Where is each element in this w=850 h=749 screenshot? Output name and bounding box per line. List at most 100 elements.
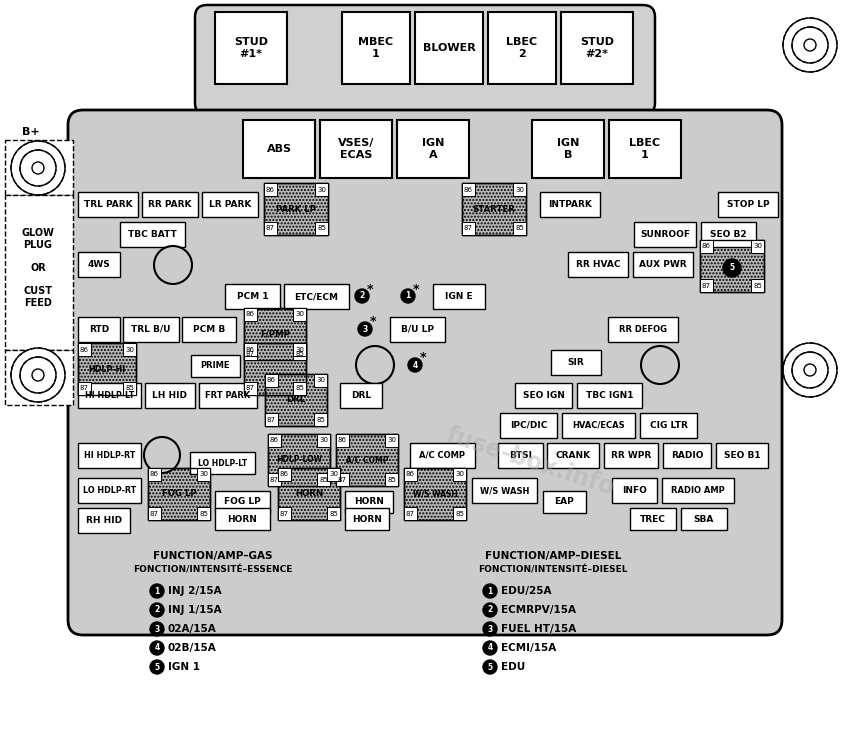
Text: 30: 30	[317, 187, 326, 192]
Bar	[314, 374, 327, 387]
Text: FOG LP: FOG LP	[224, 497, 261, 506]
Bar	[225, 284, 280, 309]
Circle shape	[792, 27, 828, 63]
Bar	[397, 120, 469, 178]
Circle shape	[150, 641, 164, 655]
Bar	[577, 383, 642, 408]
Text: IGN
B: IGN B	[557, 139, 579, 160]
Bar	[78, 382, 91, 395]
Bar	[78, 192, 138, 217]
Text: *: *	[420, 351, 426, 365]
Text: DRL: DRL	[286, 395, 305, 404]
Text: 5: 5	[729, 264, 734, 273]
Bar	[609, 120, 681, 178]
Bar	[633, 252, 693, 277]
Circle shape	[150, 603, 164, 617]
Bar	[78, 383, 141, 408]
Text: LH HID: LH HID	[152, 391, 188, 400]
Bar	[385, 434, 398, 447]
Text: fuse-box.info: fuse-box.info	[443, 422, 617, 500]
Bar	[191, 355, 240, 377]
Circle shape	[150, 622, 164, 636]
Bar	[244, 343, 257, 356]
Text: TBC BATT: TBC BATT	[128, 230, 177, 239]
Circle shape	[783, 18, 837, 72]
Text: HI HDLP-RT: HI HDLP-RT	[84, 451, 135, 460]
Bar	[265, 413, 278, 426]
Bar	[5, 195, 73, 350]
Text: 1: 1	[155, 586, 160, 595]
Text: EDU/25A: EDU/25A	[501, 586, 552, 596]
Text: RH HID: RH HID	[86, 516, 122, 525]
Bar	[215, 12, 287, 84]
Text: INTPARK: INTPARK	[548, 200, 592, 209]
Text: IPC/DIC: IPC/DIC	[510, 421, 547, 430]
Bar	[197, 507, 210, 520]
Text: INJ 2/15A: INJ 2/15A	[168, 586, 222, 596]
Text: STUD
#2*: STUD #2*	[580, 37, 614, 59]
Text: 30: 30	[295, 312, 304, 318]
Bar	[215, 491, 270, 513]
Text: 85: 85	[316, 416, 325, 422]
Bar	[148, 468, 210, 520]
Bar	[293, 343, 306, 356]
Text: 87: 87	[267, 416, 276, 422]
Text: W/S WASH: W/S WASH	[412, 490, 457, 499]
Text: ABS: ABS	[267, 144, 292, 154]
Text: LBEC
1: LBEC 1	[630, 139, 660, 160]
Text: RADIO: RADIO	[671, 451, 703, 460]
Circle shape	[11, 141, 65, 195]
Circle shape	[483, 622, 497, 636]
Circle shape	[32, 369, 44, 381]
Circle shape	[483, 641, 497, 655]
Text: LO HDLP-RT: LO HDLP-RT	[82, 486, 136, 495]
Text: A/C COMP: A/C COMP	[420, 451, 466, 460]
Bar	[561, 12, 633, 84]
Bar	[123, 343, 136, 356]
Bar	[317, 434, 330, 447]
Text: 87: 87	[246, 351, 255, 357]
Text: *: *	[366, 282, 373, 296]
Text: 30: 30	[387, 437, 396, 443]
Bar	[612, 478, 657, 503]
Text: B+: B+	[22, 127, 40, 137]
Bar	[142, 192, 198, 217]
Text: RR DEFOG: RR DEFOG	[619, 325, 667, 334]
Bar	[244, 308, 257, 321]
Text: 2: 2	[487, 605, 493, 614]
Text: INJ 1/15A: INJ 1/15A	[168, 605, 222, 615]
Bar	[700, 240, 713, 253]
Text: 30: 30	[319, 437, 328, 443]
Text: 30: 30	[515, 187, 524, 192]
Circle shape	[355, 289, 369, 303]
Bar	[433, 284, 485, 309]
Text: FUNCTION/AMP–GAS: FUNCTION/AMP–GAS	[153, 551, 273, 561]
Circle shape	[483, 603, 497, 617]
Bar	[268, 434, 281, 447]
Bar	[415, 12, 483, 84]
Text: SUNROOF: SUNROOF	[640, 230, 690, 239]
Text: STARTER: STARTER	[473, 204, 515, 213]
Bar	[462, 222, 475, 235]
Bar	[78, 443, 141, 468]
Bar	[453, 468, 466, 481]
Bar	[462, 183, 475, 196]
Bar	[342, 12, 410, 84]
Text: HORN: HORN	[352, 515, 382, 524]
Text: 86: 86	[246, 347, 255, 353]
Text: 87: 87	[702, 282, 711, 288]
Text: MBEC
1: MBEC 1	[359, 37, 394, 59]
Text: FRT PARK: FRT PARK	[206, 391, 251, 400]
Bar	[404, 507, 417, 520]
Text: 4WS: 4WS	[88, 260, 110, 269]
Bar	[700, 240, 764, 292]
Text: HI HDLP-LT: HI HDLP-LT	[85, 391, 134, 400]
Bar	[500, 413, 557, 438]
Bar	[244, 347, 257, 360]
Text: 85: 85	[329, 511, 338, 517]
Text: W/S WASH: W/S WASH	[479, 486, 530, 495]
Circle shape	[408, 358, 422, 372]
Text: CIG LTR: CIG LTR	[649, 421, 688, 430]
Bar	[78, 343, 136, 395]
Bar	[551, 350, 601, 375]
